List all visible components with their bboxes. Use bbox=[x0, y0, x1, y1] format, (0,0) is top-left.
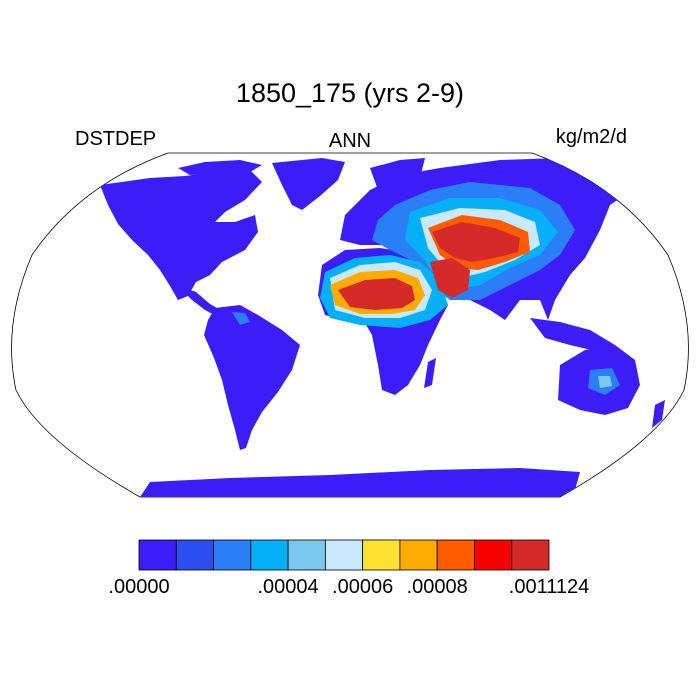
colorbar-swatch bbox=[511, 539, 550, 571]
units-label: kg/m2/d bbox=[555, 126, 627, 148]
colorbar-swatch bbox=[213, 539, 252, 571]
andes-blue bbox=[232, 312, 250, 325]
arctic-islands-land bbox=[178, 160, 262, 175]
scandinavia-land bbox=[370, 158, 425, 190]
eurasia-dust-red bbox=[432, 222, 520, 262]
colorbar-tick-label: .00004 bbox=[257, 576, 319, 598]
colorbar-swatch bbox=[324, 539, 364, 571]
central-america-land bbox=[178, 286, 224, 318]
colorbar-swatch bbox=[362, 539, 401, 571]
se-asia-islands-land bbox=[530, 318, 615, 352]
new-zealand-land bbox=[652, 400, 665, 428]
plot-title: 1850_175 (yrs 2-9) bbox=[235, 78, 465, 108]
colorbar-tick-label: .00006 bbox=[332, 576, 394, 598]
variable-label: DSTDEP bbox=[75, 128, 157, 150]
colorbar-swatch bbox=[175, 539, 214, 571]
antarctica-land bbox=[140, 468, 580, 497]
colorbar-swatch bbox=[399, 539, 438, 571]
season-label: ANN bbox=[328, 130, 372, 152]
madagascar-land bbox=[424, 358, 436, 388]
colorbar-tick-label: .0011124 bbox=[508, 576, 590, 598]
colorbar-tick-label: .00000 bbox=[108, 576, 170, 598]
colorbar-swatch bbox=[436, 539, 475, 571]
colorbar-tick-label: .00008 bbox=[406, 576, 468, 598]
colorbar-swatch bbox=[287, 539, 326, 571]
colorbar-swatch bbox=[138, 539, 177, 571]
greenland-land bbox=[272, 158, 345, 210]
south-america-land bbox=[204, 305, 300, 450]
colorbar-swatch bbox=[474, 539, 513, 571]
australia-dust-core bbox=[598, 376, 612, 388]
colorbar-swatch bbox=[250, 539, 289, 571]
north-america-land bbox=[100, 170, 262, 300]
sahara-dust-red bbox=[338, 278, 415, 310]
arabia-dust-red bbox=[430, 258, 470, 298]
